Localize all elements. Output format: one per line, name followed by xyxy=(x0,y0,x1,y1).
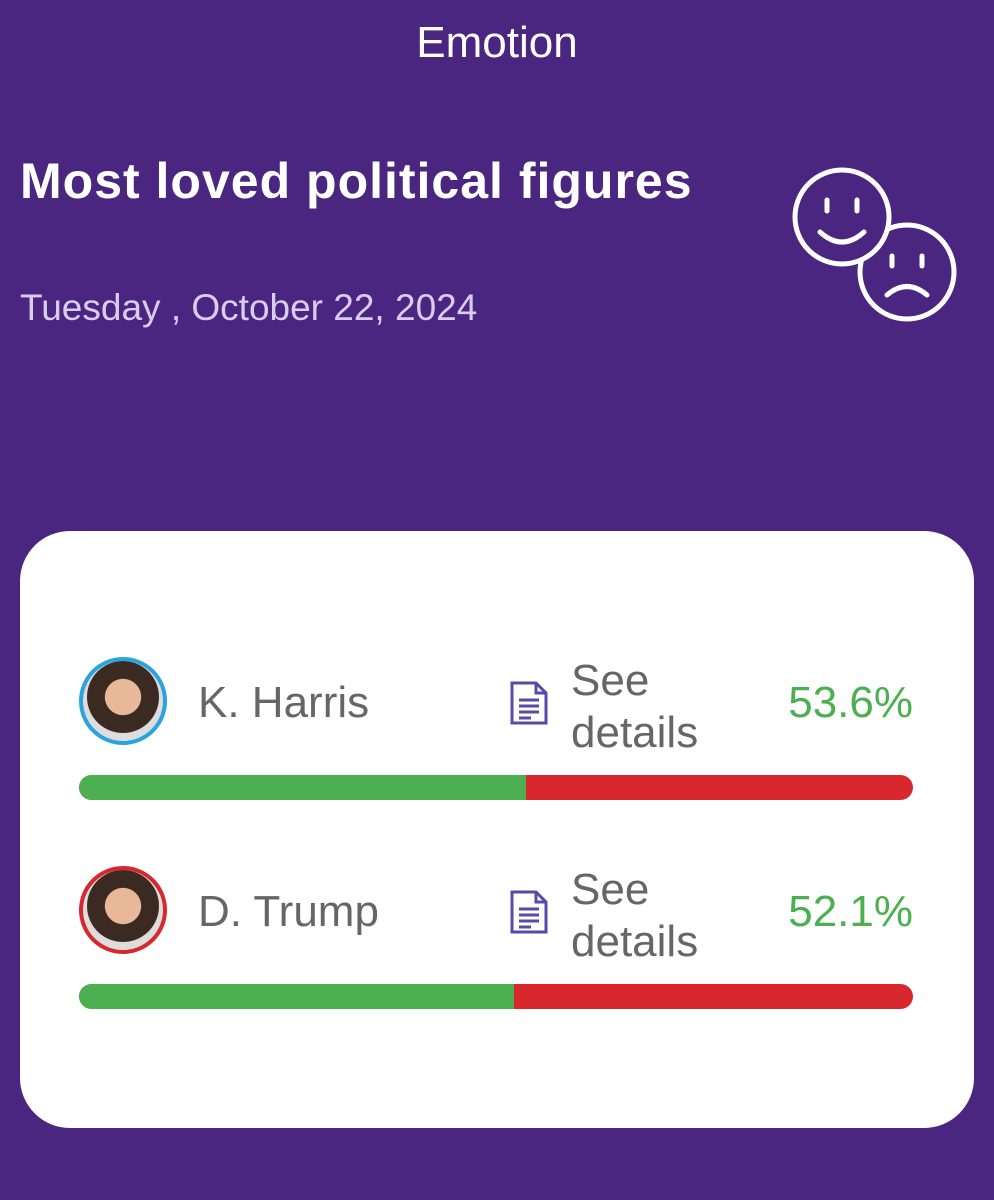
emotion-icon xyxy=(792,167,957,322)
name: D. Trump xyxy=(198,887,379,936)
positive-bar xyxy=(79,775,527,800)
name: K. Harris xyxy=(198,678,370,727)
see-details-link[interactable]: See details xyxy=(571,865,699,966)
card xyxy=(20,531,974,1128)
positive-bar xyxy=(79,984,514,1009)
see-details-link[interactable]: See details xyxy=(571,656,699,757)
header-title: Emotion xyxy=(416,18,578,67)
bar-track xyxy=(79,775,913,800)
date: Tuesday , October 22, 2024 xyxy=(20,287,478,328)
details-icon[interactable] xyxy=(509,889,549,935)
percentage: 52.1% xyxy=(788,887,913,936)
avatar xyxy=(79,657,167,745)
details-icon[interactable] xyxy=(509,680,549,726)
bar-track xyxy=(79,984,913,1009)
page-title: Most loved political figures xyxy=(20,153,693,209)
percentage: 53.6% xyxy=(788,678,913,727)
avatar xyxy=(79,866,167,954)
